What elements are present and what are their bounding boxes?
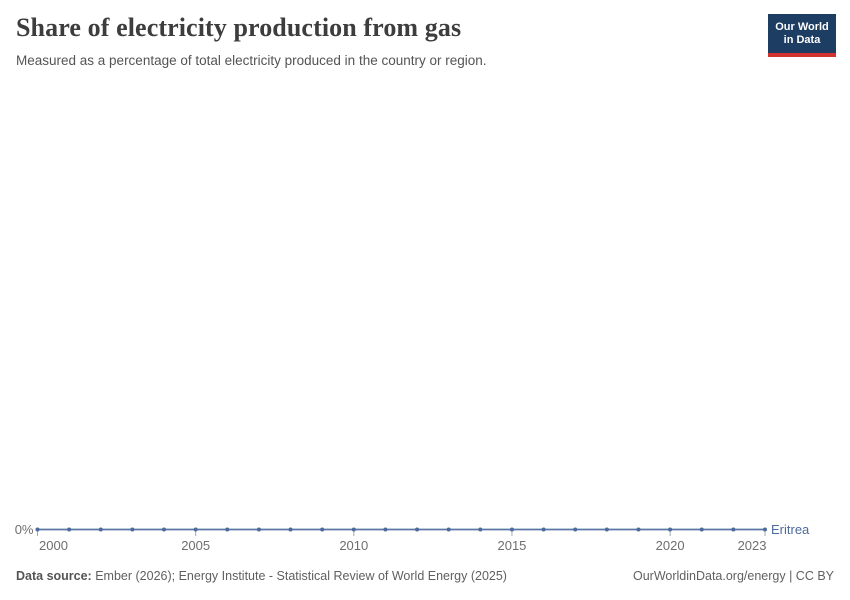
data-point[interactable] [763, 527, 767, 532]
data-point[interactable] [636, 527, 641, 532]
owid-logo-box: Our World in Data [768, 14, 836, 53]
data-point[interactable] [731, 527, 736, 532]
owid-logo: Our World in Data [768, 14, 836, 57]
x-tick-label: 2005 [181, 538, 210, 553]
data-point[interactable] [288, 527, 293, 532]
y-tick-label: 0% [15, 522, 34, 537]
data-source-note: Data source: Ember (2026); Energy Instit… [16, 568, 507, 584]
owid-logo-line1: Our World [775, 20, 829, 33]
data-point[interactable] [67, 527, 72, 532]
data-point[interactable] [98, 527, 103, 532]
x-tick-label: 2000 [39, 538, 68, 553]
data-point[interactable] [541, 527, 546, 532]
data-point[interactable] [699, 527, 704, 532]
data-point[interactable] [509, 527, 514, 532]
x-tick-label: 2023 [738, 538, 767, 553]
data-point[interactable] [668, 527, 673, 532]
data-point[interactable] [162, 527, 167, 532]
owid-logo-line2: in Data [783, 33, 821, 46]
x-tick-label: 2020 [656, 538, 685, 553]
x-tick-label: 2010 [339, 538, 368, 553]
series-eritrea[interactable] [35, 527, 768, 532]
chart-title: Share of electricity production from gas [16, 13, 462, 42]
data-point[interactable] [130, 527, 135, 532]
x-axis-ticks [37, 530, 766, 536]
series-label[interactable]: Eritrea [771, 522, 810, 537]
data-point[interactable] [256, 527, 261, 532]
data-point[interactable] [446, 527, 451, 532]
chart-footer: Data source: Ember (2026); Energy Instit… [16, 568, 834, 584]
data-point[interactable] [478, 527, 483, 532]
data-point[interactable] [351, 527, 356, 532]
data-point[interactable] [225, 527, 230, 532]
data-point[interactable] [193, 527, 198, 532]
data-point[interactable] [35, 527, 40, 532]
data-point[interactable] [383, 527, 388, 532]
owid-logo-redbar [768, 53, 836, 57]
data-source-text: Ember (2026); Energy Institute - Statist… [91, 569, 507, 583]
data-point[interactable] [573, 527, 578, 532]
data-point[interactable] [320, 527, 325, 532]
data-point[interactable] [604, 527, 609, 532]
chart-subtitle: Measured as a percentage of total electr… [16, 53, 487, 68]
license-link[interactable]: OurWorldinData.org/energy | CC BY [632, 569, 834, 583]
data-point[interactable] [415, 527, 420, 532]
x-tick-label: 2015 [497, 538, 526, 553]
data-source-label: Data source: [16, 569, 92, 583]
